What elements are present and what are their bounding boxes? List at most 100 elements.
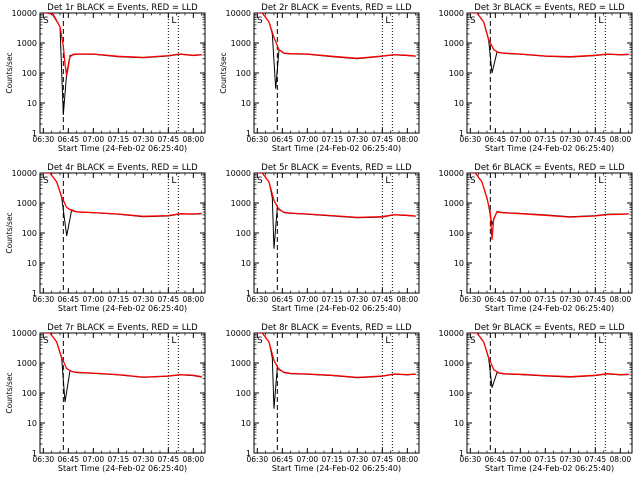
x-tick-label: 07:15 <box>322 295 344 304</box>
chart-title: Det 5r BLACK = Events, RED = LLD <box>261 163 412 173</box>
x-tick-label: 06:45 <box>58 295 80 304</box>
plot-frame <box>253 332 420 454</box>
y-tick-label: 100 <box>22 389 37 398</box>
x-tick-label: 06:30 <box>247 295 269 304</box>
x-axis-label: Start Time (24-Feb-02 06:25:40) <box>485 144 614 153</box>
y-axis-label: Counts/sec <box>219 52 228 93</box>
x-tick-label: 07:15 <box>108 295 130 304</box>
x-tick-label: 06:45 <box>272 455 294 464</box>
x-tick-label: 07:30 <box>560 455 582 464</box>
x-axis-label: Start Time (24-Feb-02 06:25:40) <box>272 304 401 313</box>
y-tick-label: 10 <box>27 99 37 108</box>
y-tick-label: 1 <box>459 289 464 298</box>
x-tick-label: 07:30 <box>133 455 155 464</box>
y-axis-label: Counts/sec <box>5 212 14 253</box>
x-tick-label: 06:30 <box>460 135 482 144</box>
chart-title: Det 9r BLACK = Events, RED = LLD <box>474 323 625 333</box>
y-tick-label: 10000 <box>439 329 464 338</box>
y-tick-label: 1000 <box>231 199 251 208</box>
chart-title: Det 2r BLACK = Events, RED = LLD <box>261 3 412 13</box>
y-tick-label: 100 <box>449 389 464 398</box>
x-tick-label: 08:00 <box>183 455 205 464</box>
chart-panel-4: Det 4r BLACK = Events, RED = LLD 1 10 100 10… <box>5 163 206 313</box>
x-tick-label: 06:30 <box>33 135 55 144</box>
x-tick-label: 06:45 <box>485 295 507 304</box>
x-tick-label: 07:00 <box>83 455 105 464</box>
y-tick-label: 1 <box>32 289 37 298</box>
x-tick-label: 08:00 <box>610 295 632 304</box>
x-tick-label: 07:45 <box>372 135 394 144</box>
chart-panel-8: Det 8r BLACK = Events, RED = LLD 1 10 100 10… <box>226 323 420 473</box>
x-tick-label: 07:45 <box>585 135 607 144</box>
corner-mark-l: L <box>171 176 176 186</box>
y-tick-label: 10 <box>27 419 37 428</box>
y-tick-label: 1000 <box>444 359 464 368</box>
corner-mark-l: L <box>385 16 390 26</box>
x-tick-label: 07:30 <box>347 135 369 144</box>
plot-frame <box>466 332 633 454</box>
x-axis-label: Start Time (24-Feb-02 06:25:40) <box>272 464 401 473</box>
y-tick-label: 100 <box>22 69 37 78</box>
y-tick-label: 100 <box>236 389 251 398</box>
corner-mark-l: L <box>598 176 603 186</box>
y-tick-label: 10 <box>27 259 37 268</box>
x-tick-label: 06:30 <box>247 135 269 144</box>
corner-mark-l: L <box>171 336 176 346</box>
x-tick-label: 06:45 <box>58 135 80 144</box>
y-tick-label: 100 <box>22 229 37 238</box>
x-tick-label: 07:00 <box>510 455 532 464</box>
series-lld-line <box>43 173 202 217</box>
chart-title: Det 6r BLACK = Events, RED = LLD <box>474 163 625 173</box>
x-tick-label: 07:45 <box>158 455 180 464</box>
x-axis-label: Start Time (24-Feb-02 06:25:40) <box>58 144 187 153</box>
series-events-line <box>43 333 202 403</box>
x-tick-label: 07:15 <box>322 455 344 464</box>
y-tick-label: 10000 <box>12 169 37 178</box>
y-tick-label: 10000 <box>226 329 251 338</box>
x-tick-label: 06:45 <box>485 455 507 464</box>
corner-mark-s: S <box>43 336 49 346</box>
series-lld-line <box>470 173 629 240</box>
x-tick-label: 07:00 <box>297 135 319 144</box>
x-tick-label: 07:00 <box>83 295 105 304</box>
x-tick-label: 07:15 <box>108 455 130 464</box>
y-tick-label: 100 <box>236 229 251 238</box>
x-tick-label: 07:30 <box>347 455 369 464</box>
y-tick-label: 10 <box>241 99 251 108</box>
y-tick-label: 1 <box>32 449 37 458</box>
x-tick-label: 07:30 <box>347 295 369 304</box>
x-tick-label: 07:15 <box>322 135 344 144</box>
x-tick-label: 07:45 <box>585 295 607 304</box>
corner-mark-s: S <box>43 176 49 186</box>
x-tick-label: 07:15 <box>535 295 557 304</box>
y-axis-label: Counts/sec <box>5 372 14 413</box>
x-tick-label: 07:45 <box>372 455 394 464</box>
plot-frame <box>39 12 206 134</box>
x-tick-label: 07:30 <box>133 295 155 304</box>
x-tick-label: 08:00 <box>183 135 205 144</box>
x-tick-label: 07:45 <box>158 135 180 144</box>
y-tick-label: 10 <box>241 259 251 268</box>
y-tick-label: 1 <box>246 289 251 298</box>
chart-panel-7: Det 7r BLACK = Events, RED = LLD 1 10 100 10… <box>5 323 206 473</box>
x-tick-label: 07:30 <box>560 135 582 144</box>
chart-title: Det 3r BLACK = Events, RED = LLD <box>474 3 625 13</box>
x-axis-label: Start Time (24-Feb-02 06:25:40) <box>58 304 187 313</box>
chart-panel-2: Det 2r BLACK = Events, RED = LLD 1 10 100 10… <box>219 3 420 153</box>
y-tick-label: 10000 <box>12 329 37 338</box>
y-tick-label: 10000 <box>439 9 464 18</box>
plot-frame <box>39 172 206 294</box>
chart-title: Det 7r BLACK = Events, RED = LLD <box>47 323 198 333</box>
corner-mark-l: L <box>385 176 390 186</box>
chart-title: Det 4r BLACK = Events, RED = LLD <box>47 163 198 173</box>
corner-mark-s: S <box>257 176 263 186</box>
x-tick-label: 06:30 <box>460 295 482 304</box>
x-axis-label: Start Time (24-Feb-02 06:25:40) <box>485 464 614 473</box>
y-tick-label: 10 <box>241 419 251 428</box>
y-tick-label: 1 <box>246 449 251 458</box>
y-tick-label: 1000 <box>444 39 464 48</box>
x-tick-label: 08:00 <box>183 295 205 304</box>
series-lld-line <box>43 13 202 77</box>
y-tick-label: 1 <box>32 129 37 138</box>
y-tick-label: 1 <box>459 129 464 138</box>
